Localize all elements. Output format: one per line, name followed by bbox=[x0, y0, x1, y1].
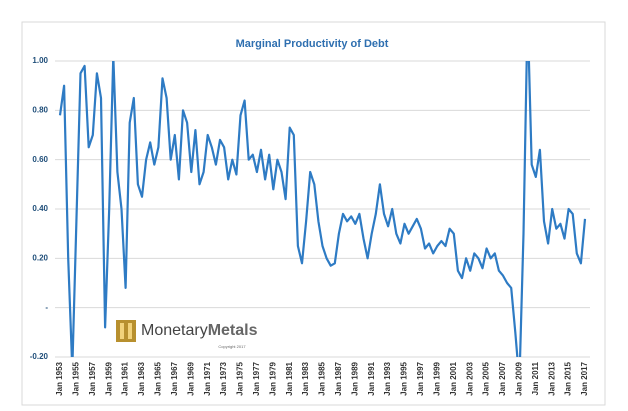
logo bbox=[120, 323, 124, 339]
x-tick-label: Jan 2013 bbox=[547, 361, 556, 395]
y-tick-label: 0.80 bbox=[32, 105, 48, 114]
logo bbox=[128, 323, 132, 339]
x-tick-label: Jan 1977 bbox=[252, 361, 261, 395]
brand-part: Metals bbox=[208, 322, 258, 339]
x-tick-label: Jan 1991 bbox=[367, 361, 376, 395]
x-tick-label: Jan 1983 bbox=[301, 361, 310, 395]
x-tick-label: Jan 2003 bbox=[465, 361, 474, 395]
brand-part: Monetary bbox=[141, 322, 208, 339]
x-tick-label: Jan 1979 bbox=[268, 361, 277, 395]
x-tick-label: Jan 1973 bbox=[219, 361, 228, 395]
y-tick-label: 1.00 bbox=[32, 56, 48, 65]
x-tick-label: Jan 1999 bbox=[432, 361, 441, 395]
x-tick-label: Jan 1971 bbox=[203, 361, 212, 395]
x-tick-label: Jan 2007 bbox=[498, 361, 507, 395]
x-tick-label: Jan 1961 bbox=[121, 361, 130, 395]
plot bbox=[58, 61, 587, 357]
x-tick-label: Jan 2011 bbox=[531, 361, 540, 395]
x-tick-label: Jan 1985 bbox=[318, 361, 327, 395]
grid bbox=[55, 60, 590, 358]
watermark: MonetaryMetals Copyright 2017 bbox=[116, 320, 258, 349]
x-tick-label: Jan 1969 bbox=[186, 361, 195, 395]
x-tick-label: Jan 2001 bbox=[449, 361, 458, 395]
x-tick-label: Jan 1993 bbox=[383, 361, 392, 395]
y-tick-label: -0.20 bbox=[30, 352, 49, 361]
x-tick-label: Jan 1965 bbox=[154, 361, 163, 395]
data-line bbox=[58, 61, 587, 357]
x-tick-label: Jan 1995 bbox=[400, 361, 409, 395]
x-tick-label: Jan 2017 bbox=[580, 361, 589, 395]
x-tick-label: Jan 1981 bbox=[285, 361, 294, 395]
x-tick-label: Jan 1957 bbox=[88, 361, 97, 395]
x-tick-label: Jan 1975 bbox=[236, 361, 245, 395]
y-tick-label: 0.20 bbox=[32, 253, 48, 262]
x-tick-label: Jan 2005 bbox=[482, 361, 491, 395]
y-tick-label: - bbox=[45, 303, 48, 312]
chart-title: Marginal Productivity of Debt bbox=[236, 38, 389, 50]
x-tick-label: Jan 1987 bbox=[334, 361, 343, 395]
x-tick-label: Jan 1967 bbox=[170, 361, 179, 395]
copyright: Copyright 2017 bbox=[218, 344, 246, 349]
x-tick-label: Jan 1963 bbox=[137, 361, 146, 395]
watermark-text: MonetaryMetals bbox=[141, 322, 258, 339]
logo bbox=[116, 320, 136, 342]
x-tick-label: Jan 1959 bbox=[104, 361, 113, 395]
x-tick-label: Jan 2015 bbox=[564, 361, 573, 395]
x-tick-label: Jan 1997 bbox=[416, 361, 425, 395]
y-tick-label: 0.60 bbox=[32, 155, 48, 164]
y-tick-label: 0.40 bbox=[32, 204, 48, 213]
x-tick-label: Jan 1953 bbox=[55, 361, 64, 395]
x-tick-label: Jan 1989 bbox=[350, 361, 359, 395]
x-tick-label: Jan 2009 bbox=[514, 361, 523, 395]
x-tick-label: Jan 1955 bbox=[72, 361, 81, 395]
